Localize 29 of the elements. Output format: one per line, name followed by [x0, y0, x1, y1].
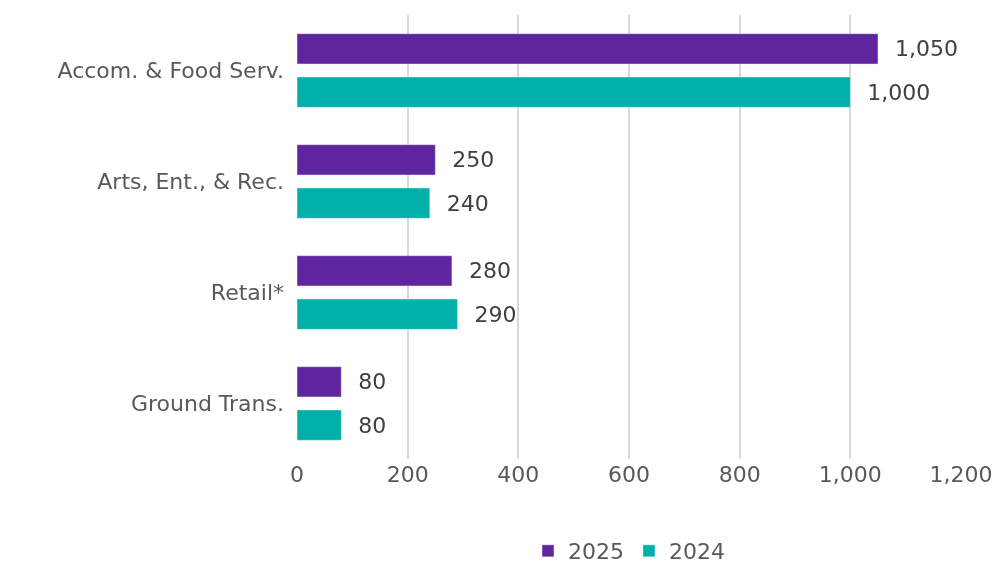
- data-label: 1,050: [881, 36, 958, 62]
- legend-label: 2025: [568, 539, 624, 565]
- x-tick-label: 800: [718, 462, 761, 487]
- x-tick-label: 0: [290, 462, 304, 487]
- y-tick-label: Accom. & Food Serv.: [57, 58, 284, 84]
- y-tick-label: Retail*: [210, 280, 284, 306]
- y-tick-label: Arts, Ent., & Rec.: [97, 169, 284, 195]
- bar: [297, 144, 436, 176]
- data-label: 1,000: [853, 79, 931, 105]
- x-tick-label: 200: [386, 462, 429, 487]
- bar: [297, 187, 431, 219]
- bar: [297, 33, 879, 65]
- bar: [297, 255, 453, 287]
- x-tick-label: 1,000: [818, 462, 882, 487]
- data-label: 80: [344, 369, 387, 395]
- data-label: 290: [460, 301, 517, 327]
- bar: [297, 76, 851, 108]
- data-label: 80: [344, 412, 387, 438]
- bar: [297, 366, 342, 398]
- data-label: 240: [432, 190, 489, 216]
- x-tick-label: 400: [497, 462, 540, 487]
- y-tick-label: Ground Trans.: [130, 391, 284, 417]
- bar: [297, 409, 342, 441]
- x-tick-label: 1,200: [929, 462, 993, 487]
- legend-label: 2024: [669, 539, 725, 565]
- x-tick-label: 600: [608, 462, 650, 487]
- data-label: 280: [454, 258, 511, 284]
- data-label: 250: [438, 147, 495, 173]
- bar: [297, 298, 458, 330]
